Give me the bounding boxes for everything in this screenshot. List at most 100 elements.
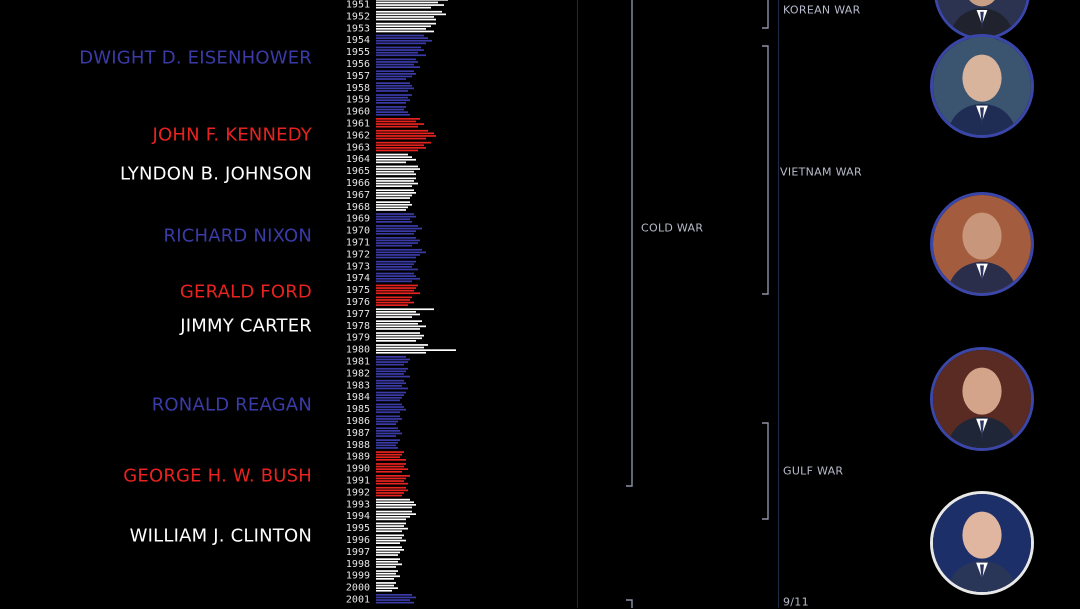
year-bar — [376, 108, 404, 111]
year-bar — [376, 459, 406, 461]
year-bar — [376, 96, 408, 99]
year-bar — [376, 58, 416, 61]
year-bar — [376, 230, 416, 232]
year-bar — [376, 430, 400, 432]
year-bar — [376, 268, 418, 271]
year-bar — [376, 546, 402, 549]
year-bar — [376, 206, 408, 209]
year-bar — [376, 63, 414, 66]
year-bar — [376, 385, 402, 387]
year-tick-label: 1966 — [346, 178, 370, 189]
year-bar — [376, 209, 406, 211]
gulf-war-bracket — [762, 422, 769, 520]
year-bar — [376, 54, 426, 57]
year-bar — [376, 182, 418, 185]
president-name: WILLIAM J. CLINTON — [129, 525, 312, 547]
year-bar — [376, 218, 410, 221]
korean-war-label: KOREAN WAR — [783, 3, 861, 17]
year-bar — [376, 468, 408, 470]
portrait-reagan — [930, 347, 1034, 451]
year-tick-label: 1989 — [346, 452, 370, 463]
year-tick-label: 1964 — [346, 154, 370, 165]
year-bar — [376, 328, 420, 330]
portrait-eisenhower-2 — [930, 34, 1034, 138]
year-tick-label: 1981 — [346, 357, 370, 368]
year-bar — [376, 16, 434, 18]
year-bar — [376, 566, 396, 568]
year-tick-label: 1998 — [346, 559, 370, 570]
year-tick-label: 1954 — [346, 35, 370, 46]
year-bar — [376, 82, 410, 84]
year-bar — [376, 513, 416, 515]
year-bar — [376, 447, 398, 449]
year-bar — [376, 242, 418, 244]
cold-war-label: COLD WAR — [641, 221, 704, 235]
year-bar — [376, 534, 404, 537]
year-bar — [376, 78, 406, 80]
year-bar — [376, 272, 414, 275]
year-tick-label: 1986 — [346, 416, 370, 427]
year-bar — [376, 439, 400, 441]
year-bar — [376, 149, 418, 152]
year-bar — [376, 406, 404, 408]
year-bar — [376, 0, 448, 1]
year-tick-label: 1975 — [346, 285, 370, 296]
year-bar — [376, 277, 420, 280]
year-bar — [376, 363, 404, 366]
year-bar — [376, 254, 420, 256]
year-bar — [376, 435, 396, 437]
year-bar — [376, 373, 404, 375]
president-name: DWIGHT D. EISENHOWER — [79, 47, 312, 69]
year-bar — [376, 379, 404, 382]
year-bar — [376, 477, 406, 480]
year-bar — [376, 192, 416, 194]
year-bar — [376, 387, 408, 390]
president-name: RICHARD NIXON — [163, 225, 312, 247]
year-bar — [376, 325, 426, 328]
year-bar — [376, 289, 414, 292]
nine-eleven-bracket — [626, 599, 633, 608]
year-bar — [376, 527, 408, 530]
year-bar — [376, 396, 402, 399]
year-tick-label: 1983 — [346, 380, 370, 391]
year-bar — [376, 394, 404, 396]
year-bar — [376, 66, 420, 68]
year-bar — [376, 542, 400, 544]
year-bar — [376, 147, 426, 149]
year-tick-label: 1956 — [346, 59, 370, 70]
year-tick-label: 1990 — [346, 464, 370, 475]
nine-eleven-label: 9/11 — [783, 595, 809, 609]
year-bar — [376, 201, 410, 203]
year-bar — [376, 599, 410, 601]
year-tick-label: 1969 — [346, 214, 370, 225]
year-bar — [376, 453, 402, 456]
divider-line-right — [778, 0, 779, 608]
year-bar — [376, 480, 404, 482]
year-bar — [376, 456, 400, 459]
president-name: LYNDON B. JOHNSON — [119, 163, 312, 185]
year-bar — [376, 554, 398, 556]
year-bar — [376, 225, 418, 227]
year-bar — [376, 49, 424, 51]
year-bar — [376, 441, 398, 444]
year-tick-label: 1999 — [346, 571, 370, 582]
year-tick-label: 1961 — [346, 119, 370, 130]
year-bar — [376, 399, 400, 402]
year-bar — [376, 465, 404, 468]
year-tick-label: 1991 — [346, 476, 370, 487]
year-bar — [376, 370, 406, 373]
year-tick-label: 1979 — [346, 333, 370, 344]
year-bar — [376, 322, 418, 325]
year-bar — [376, 185, 412, 187]
year-bar — [376, 423, 396, 425]
year-bar — [376, 594, 412, 596]
year-bar — [376, 189, 414, 192]
divider-line-left — [577, 0, 578, 608]
year-bar — [376, 510, 412, 513]
year-bar — [376, 75, 412, 78]
year-bar — [376, 494, 402, 497]
year-tick-label: 1988 — [346, 440, 370, 451]
year-bar — [376, 170, 414, 173]
